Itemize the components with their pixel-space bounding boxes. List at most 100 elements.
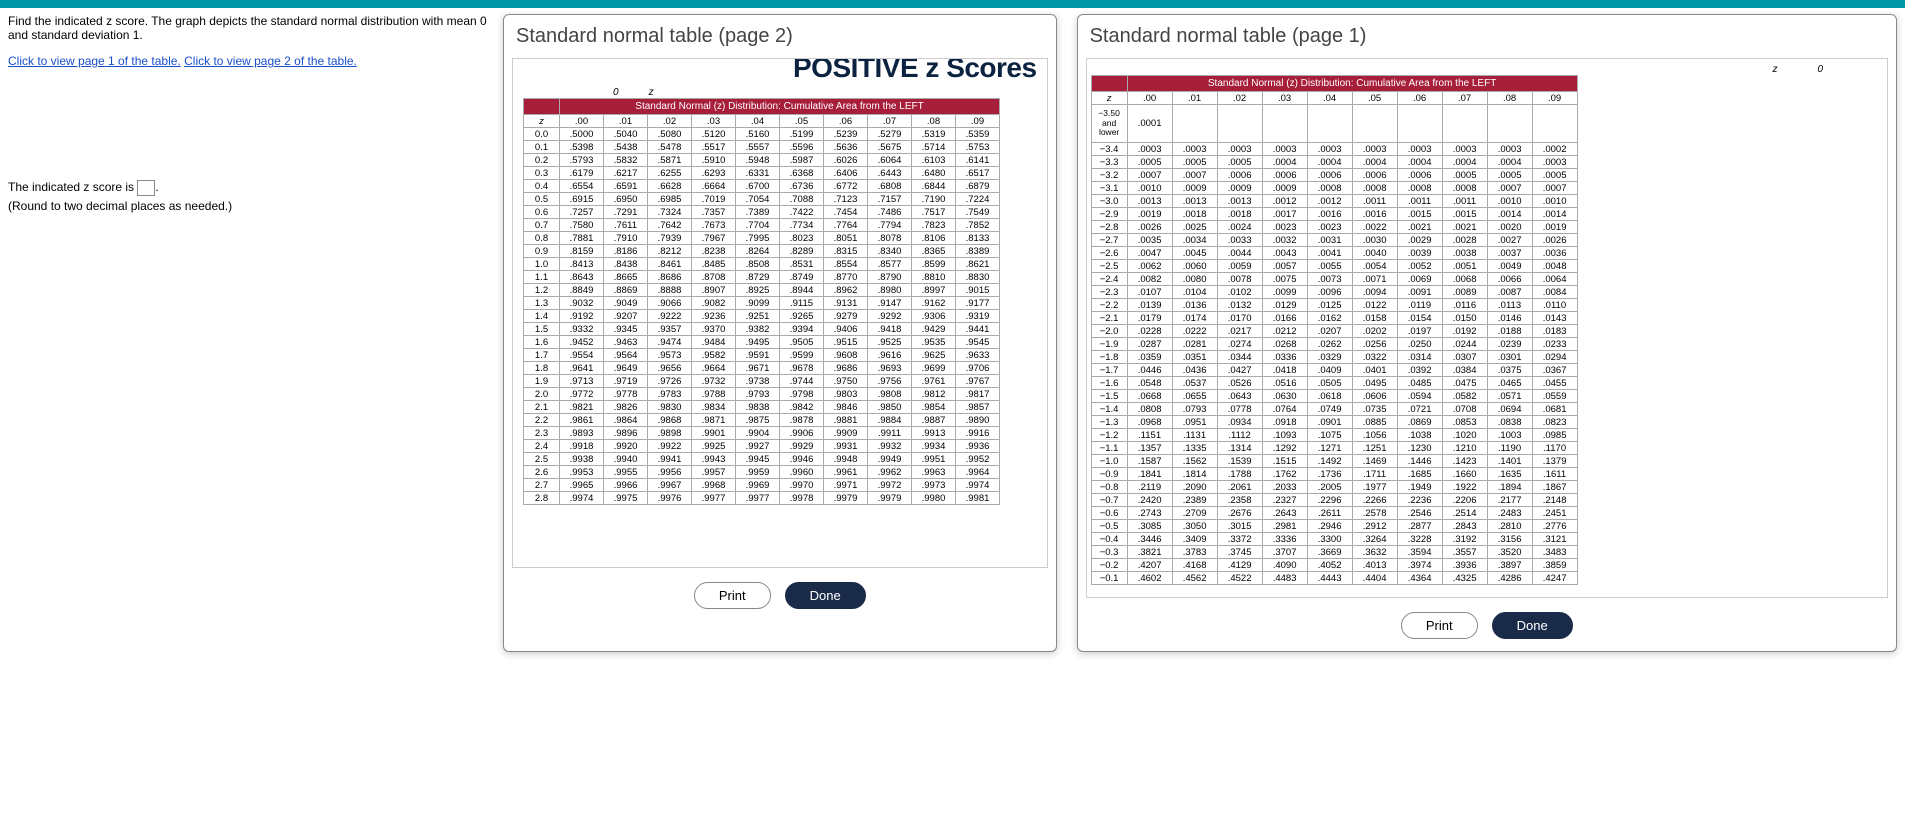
z-cell: .8980 xyxy=(868,284,912,297)
z-cell: .6406 xyxy=(824,167,868,180)
z-cell: .9793 xyxy=(736,388,780,401)
z-cell: .4090 xyxy=(1262,559,1307,572)
z-cell: .3974 xyxy=(1397,559,1442,572)
z-cell: .0721 xyxy=(1397,403,1442,416)
z-cell: .0314 xyxy=(1397,351,1442,364)
table-row: 2.6.9953.9955.9956.9957.9959.9960.9961.9… xyxy=(524,466,1000,479)
z-cell: .0021 xyxy=(1442,221,1487,234)
z-cell: .0075 xyxy=(1262,273,1307,286)
z-cell: .5080 xyxy=(648,128,692,141)
z-cell: −3.4 xyxy=(1091,143,1127,156)
print-button-1[interactable]: Print xyxy=(1401,612,1478,639)
z-cell: .9162 xyxy=(912,297,956,310)
z-cell: .5832 xyxy=(604,154,648,167)
z-cell: 1.2 xyxy=(524,284,560,297)
z-cell: .4286 xyxy=(1487,572,1532,585)
z-cell: .0465 xyxy=(1487,377,1532,390)
link-page1[interactable]: Click to view page 1 of the table. xyxy=(8,54,181,68)
done-button-1[interactable]: Done xyxy=(1492,612,1573,639)
z-cell: .8212 xyxy=(648,245,692,258)
table1-colhead: .09 xyxy=(1532,92,1577,105)
z-cell: .0125 xyxy=(1307,299,1352,312)
z-cell: .7704 xyxy=(736,219,780,232)
axis-0: 0 xyxy=(613,87,619,98)
z-cell: .0853 xyxy=(1442,416,1487,429)
z-score-input[interactable] xyxy=(137,180,155,196)
z-cell: .9798 xyxy=(780,388,824,401)
z-cell: .7580 xyxy=(560,219,604,232)
z-cell: .0019 xyxy=(1532,221,1577,234)
z-cell: 2.2 xyxy=(524,414,560,427)
z-cell: .2327 xyxy=(1262,494,1307,507)
z-cell: .0011 xyxy=(1397,195,1442,208)
z-cell: .0016 xyxy=(1307,208,1352,221)
z-cell: .0003 xyxy=(1127,143,1172,156)
z-cell: .0418 xyxy=(1262,364,1307,377)
z-cell: 1.8 xyxy=(524,362,560,375)
z-cell: .0012 xyxy=(1307,195,1352,208)
z-cell: .9817 xyxy=(956,388,1000,401)
z-cell: .4168 xyxy=(1172,559,1217,572)
z-cell: .9878 xyxy=(780,414,824,427)
z-cell: .9922 xyxy=(648,440,692,453)
z-cell: .6844 xyxy=(912,180,956,193)
table2-colhead: .03 xyxy=(692,115,736,128)
z-cell: .0091 xyxy=(1397,286,1442,299)
table2-colhead: z xyxy=(524,115,560,128)
z-cell: −2.5 xyxy=(1091,260,1127,273)
z-cell: .9772 xyxy=(560,388,604,401)
z-cell: .9834 xyxy=(692,401,736,414)
z-cell: .0136 xyxy=(1172,299,1217,312)
z-cell: .7764 xyxy=(824,219,868,232)
z-cell: .9265 xyxy=(780,310,824,323)
table-row: −2.9.0019.0018.0018.0017.0016.0016.0015.… xyxy=(1091,208,1577,221)
z-cell: .8289 xyxy=(780,245,824,258)
z-cell: .0031 xyxy=(1307,234,1352,247)
z-cell: .1210 xyxy=(1442,442,1487,455)
z-cell: .5636 xyxy=(824,141,868,154)
z-cell: .3669 xyxy=(1307,546,1352,559)
table-row: 1.3.9032.9049.9066.9082.9099.9115.9131.9… xyxy=(524,297,1000,310)
z-cell: .0041 xyxy=(1307,247,1352,260)
z-cell: .7852 xyxy=(956,219,1000,232)
z-cell: .3121 xyxy=(1532,533,1577,546)
link-page2[interactable]: Click to view page 2 of the table. xyxy=(184,54,357,68)
z-cell: .6179 xyxy=(560,167,604,180)
z-cell: .9332 xyxy=(560,323,604,336)
print-button-2[interactable]: Print xyxy=(694,582,771,609)
table2-colhead: .06 xyxy=(824,115,868,128)
z-cell: .2877 xyxy=(1397,520,1442,533)
z-cell: .9857 xyxy=(956,401,1000,414)
z-cell: .9838 xyxy=(736,401,780,414)
z-cell: .0038 xyxy=(1442,247,1487,260)
z-cell: .0143 xyxy=(1532,312,1577,325)
z-cell: .0162 xyxy=(1307,312,1352,325)
z-cell: .9015 xyxy=(956,284,1000,297)
z-cell: .9969 xyxy=(736,479,780,492)
z-cell: .9484 xyxy=(692,336,736,349)
z-cell: .2946 xyxy=(1307,520,1352,533)
z-cell: −0.8 xyxy=(1091,481,1127,494)
z-cell: .9788 xyxy=(692,388,736,401)
table2-colhead: .07 xyxy=(868,115,912,128)
z-cell: −0.9 xyxy=(1091,468,1127,481)
z-cell: .0170 xyxy=(1217,312,1262,325)
done-button-2[interactable]: Done xyxy=(785,582,866,609)
z-cell: .0885 xyxy=(1352,416,1397,429)
modal2-axis: 0 z xyxy=(523,84,1037,98)
z-cell: .9207 xyxy=(604,310,648,323)
z-cell: .0062 xyxy=(1127,260,1172,273)
z-cell: .0018 xyxy=(1172,208,1217,221)
z-cell: .2206 xyxy=(1442,494,1487,507)
z-cell: .8238 xyxy=(692,245,736,258)
z-cell: .9952 xyxy=(956,453,1000,466)
z-cell: .9949 xyxy=(868,453,912,466)
z-cell: .2981 xyxy=(1262,520,1307,533)
z-cell: .0096 xyxy=(1307,286,1352,299)
z-cell: .9946 xyxy=(780,453,824,466)
table-row: −0.3.3821.3783.3745.3707.3669.3632.3594.… xyxy=(1091,546,1577,559)
z-cell: .9732 xyxy=(692,375,736,388)
z-cell: .1660 xyxy=(1442,468,1487,481)
z-cell: .9418 xyxy=(868,323,912,336)
z-cell: .3783 xyxy=(1172,546,1217,559)
